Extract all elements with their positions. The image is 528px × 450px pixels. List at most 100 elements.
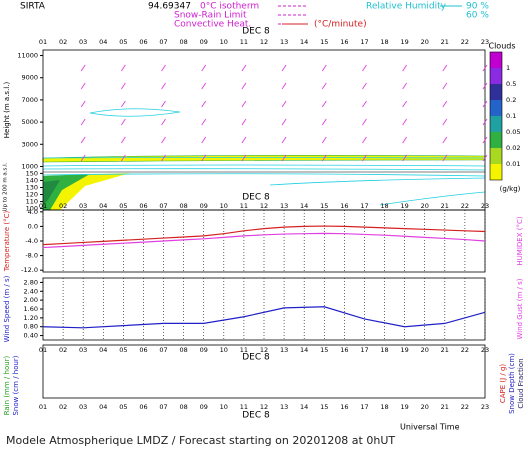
hour-label: 12 xyxy=(260,38,268,46)
wind-barb xyxy=(362,118,367,126)
axis-label: Height (m a.s.l.) xyxy=(3,82,11,139)
wind-barb xyxy=(281,154,287,162)
hour-label: 15 xyxy=(320,38,328,46)
y-tick-label: 2.00 xyxy=(24,296,38,304)
axis-label: Cloud Fraction xyxy=(517,358,525,408)
rh-contour xyxy=(42,108,486,171)
hour-label: 21 xyxy=(441,346,449,354)
wind-barb xyxy=(402,64,408,72)
hour-label: 06 xyxy=(139,202,147,210)
hour-label: 08 xyxy=(179,403,187,411)
y-tick-label: 110 xyxy=(26,198,38,206)
axis-label: Snow Depth (cm) xyxy=(508,353,516,414)
wind-barb xyxy=(241,118,247,126)
colorbar-label: 1 xyxy=(506,64,510,72)
hour-label: 17 xyxy=(360,403,368,411)
wind-barb xyxy=(321,118,327,126)
legend-isotherm: 0°C isotherm xyxy=(200,2,259,12)
colorbar-unit: (g/kg) xyxy=(500,185,521,193)
series-line xyxy=(42,232,486,249)
hour-label: 19 xyxy=(400,38,408,46)
hour-label: 07 xyxy=(159,202,167,210)
hour-label: 22 xyxy=(461,202,469,210)
hour-label: 10 xyxy=(220,38,228,46)
footer: Modele Atmospherique LMDZ / Forecast sta… xyxy=(6,434,395,447)
hour-label: 09 xyxy=(200,38,208,46)
wind-barb xyxy=(482,82,488,90)
colorbar-frame xyxy=(489,51,503,181)
wind-barb xyxy=(241,82,247,90)
hour-label: 09 xyxy=(200,202,208,210)
axis-label: Wind Speed (m / s) xyxy=(3,275,11,342)
colorbar-swatch xyxy=(490,132,502,148)
hour-label: 11 xyxy=(240,38,248,46)
hour-label: 10 xyxy=(220,346,228,354)
wind-barb xyxy=(161,64,166,72)
hour-label: 18 xyxy=(380,346,388,354)
y-tick-label: 0.80 xyxy=(24,323,38,331)
wind-barb xyxy=(482,64,488,72)
rh-contour-low xyxy=(42,173,486,206)
hour-label: 21 xyxy=(441,403,449,411)
wind-barb xyxy=(80,118,86,126)
hour-label: 09 xyxy=(200,403,208,411)
wind-barb xyxy=(442,118,448,126)
wind-barb xyxy=(281,82,287,90)
y-tick-label: 5000 xyxy=(21,118,38,126)
wind-barb xyxy=(321,136,327,144)
wind-barb xyxy=(482,118,488,126)
wind-barb xyxy=(120,136,126,144)
date-label: DEC 8 xyxy=(242,193,270,203)
wind-barb xyxy=(120,64,126,72)
hour-label: 12 xyxy=(260,346,268,354)
y-tick-label: 11000 xyxy=(17,52,38,60)
y-tick-label: 130 xyxy=(26,183,38,191)
hour-label: 17 xyxy=(360,346,368,354)
hour-label: 04 xyxy=(99,202,107,210)
wind-barb xyxy=(442,100,448,108)
colorbar-swatch xyxy=(490,52,502,68)
hour-label: 23 xyxy=(481,38,489,46)
hour-label: 03 xyxy=(79,346,87,354)
y-tick-label: 9000 xyxy=(21,74,38,82)
colorbar-title: Clouds xyxy=(488,42,515,51)
wind-barb xyxy=(161,100,166,108)
hour-label: 14 xyxy=(300,403,308,411)
hour-label: 17 xyxy=(360,38,368,46)
wind-barb xyxy=(120,82,126,90)
axis-label: Snow (cm / hour) xyxy=(12,355,20,415)
hour-label: 14 xyxy=(300,346,308,354)
wind-barb xyxy=(161,154,166,162)
axis-label: Rain (mm / hour) xyxy=(3,355,11,415)
hour-label: 19 xyxy=(400,346,408,354)
hour-label: 01 xyxy=(39,38,47,46)
hour-label: 08 xyxy=(179,38,187,46)
y-tick-label: 100 xyxy=(26,205,38,213)
hour-label: 22 xyxy=(461,346,469,354)
wind-barb xyxy=(362,82,367,90)
hour-label: 05 xyxy=(119,403,127,411)
hour-label: 14 xyxy=(300,38,308,46)
colorbar-swatch xyxy=(490,116,502,132)
y-tick-label: 2.80 xyxy=(24,278,38,286)
hour-label: 04 xyxy=(99,346,107,354)
hour-label: 06 xyxy=(139,38,147,46)
hour-label: 01 xyxy=(39,403,47,411)
y-tick-label: 4.0 xyxy=(28,208,38,216)
legend-rh-high: 90 % xyxy=(466,2,489,12)
wind-barb xyxy=(201,118,207,126)
y-tick-label: 1000 xyxy=(21,162,38,170)
hour-label: 16 xyxy=(340,403,348,411)
wind-barb xyxy=(362,136,367,144)
wind-barb xyxy=(241,154,247,162)
hour-label: 02 xyxy=(59,403,67,411)
wind-barb xyxy=(281,100,287,108)
hour-label: 13 xyxy=(280,202,288,210)
hour-label: 21 xyxy=(441,38,449,46)
y-tick-label: 1.20 xyxy=(24,314,38,322)
series-line xyxy=(42,225,486,246)
hour-label: 19 xyxy=(400,202,408,210)
wind-barb xyxy=(362,64,367,72)
wind-barb xyxy=(281,118,287,126)
hour-label: 20 xyxy=(421,346,429,354)
